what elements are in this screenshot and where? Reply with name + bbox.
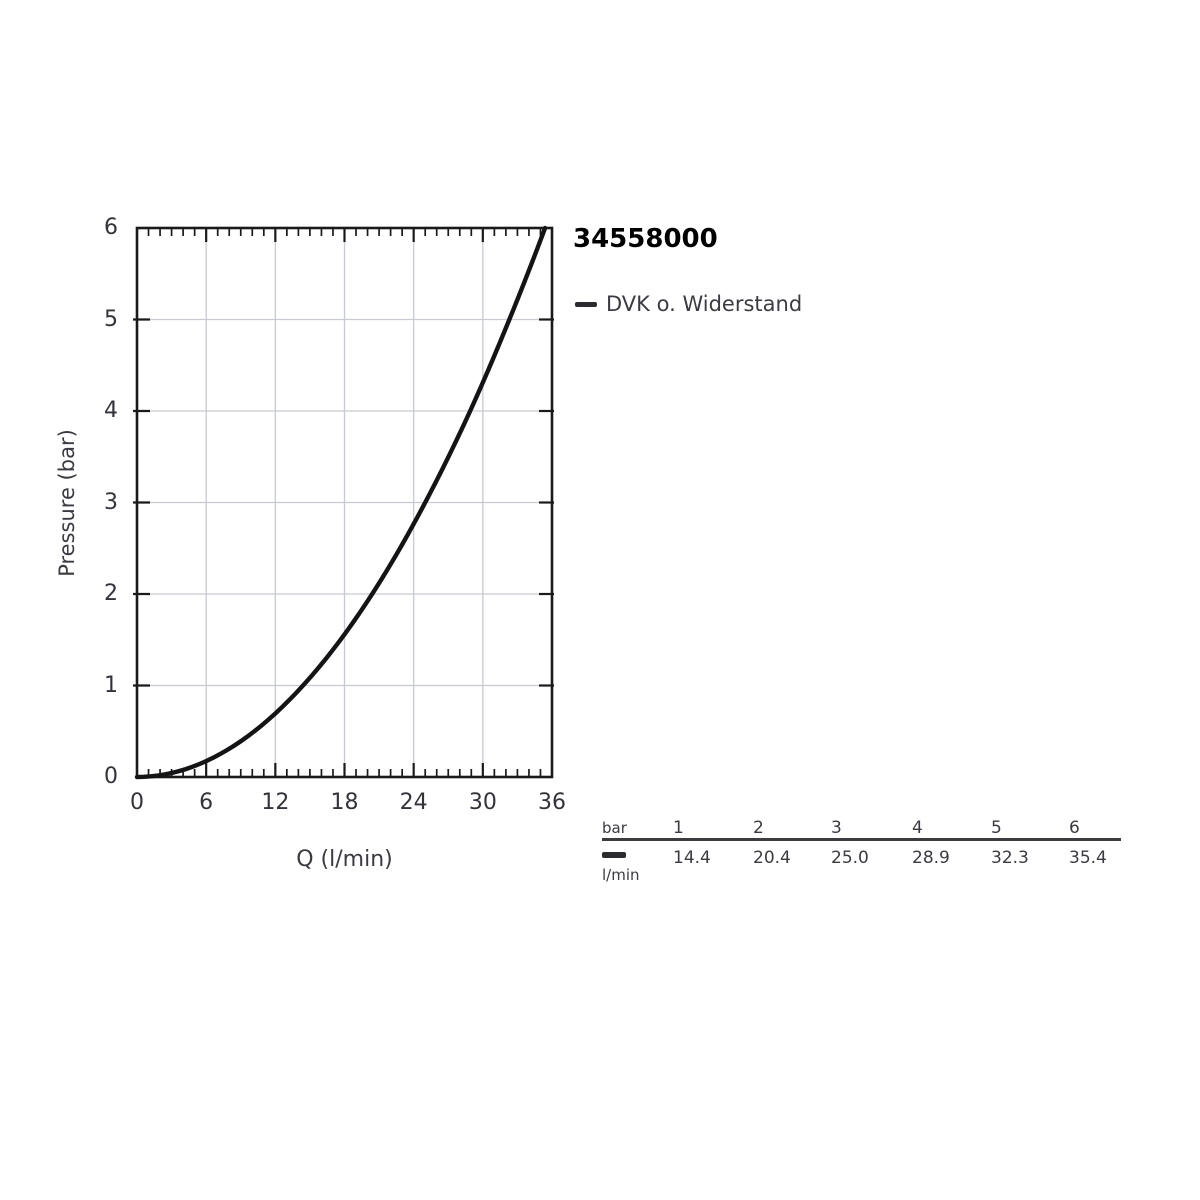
table-divider-line <box>602 838 1121 841</box>
table-pressure-value: 4 <box>912 818 923 838</box>
table-header-bar: bar <box>602 819 627 837</box>
table-series-line-icon <box>602 852 626 858</box>
x-tick-label: 30 <box>468 790 497 815</box>
table-flow-value: 25.0 <box>831 848 869 868</box>
pressure-flow-chart <box>133 225 554 780</box>
y-tick-label: 2 <box>104 581 118 606</box>
table-flow-value: 28.9 <box>912 848 950 868</box>
x-tick-label: 24 <box>399 790 428 815</box>
pressure-flow-table: bar l/min 1 14.4 2 20.4 3 25.0 4 28.9 5 32.3 6 35.4 <box>602 819 1122 894</box>
table-flow-value: 35.4 <box>1069 848 1107 868</box>
table-pressure-value: 6 <box>1069 818 1080 838</box>
data-curve <box>134 225 548 780</box>
x-tick-label: 12 <box>261 790 290 815</box>
y-tick-label: 4 <box>104 398 118 423</box>
y-axis-title: Pressure (bar) <box>55 429 79 577</box>
table-flow-value: 14.4 <box>673 848 711 868</box>
x-tick-label: 36 <box>538 790 566 815</box>
chart-legend: DVK o. Widerstand <box>575 292 802 316</box>
y-axis-tick-labels: 0 1 2 3 4 5 6 <box>78 217 118 788</box>
y-tick-label: 3 <box>104 489 118 515</box>
table-flow-value: 32.3 <box>991 848 1029 868</box>
table-pressure-value: 5 <box>991 818 1002 838</box>
plot-area <box>133 225 554 780</box>
x-tick-label: 0 <box>130 790 144 815</box>
x-tick-label: 6 <box>199 790 214 815</box>
y-tick-label: 0 <box>104 764 118 789</box>
table-pressure-value: 1 <box>673 818 684 838</box>
table-pressure-value: 3 <box>831 818 842 838</box>
table-flow-value: 20.4 <box>753 848 791 868</box>
x-axis-tick-labels: 0 6 12 18 24 30 36 <box>130 790 566 818</box>
x-tick-label: 18 <box>330 790 359 815</box>
legend-label: DVK o. Widerstand <box>606 292 803 316</box>
y-tick-label: 6 <box>104 215 118 240</box>
y-tick-label: 5 <box>104 306 118 332</box>
table-pressure-value: 2 <box>753 818 764 838</box>
chart-title: 34558000 <box>573 224 718 254</box>
x-axis-title: Q (l/min) <box>296 847 393 872</box>
legend-line-icon <box>575 301 597 307</box>
y-tick-label: 1 <box>104 672 118 698</box>
table-header-lmin: l/min <box>602 866 640 884</box>
plot-frame <box>135 226 554 779</box>
